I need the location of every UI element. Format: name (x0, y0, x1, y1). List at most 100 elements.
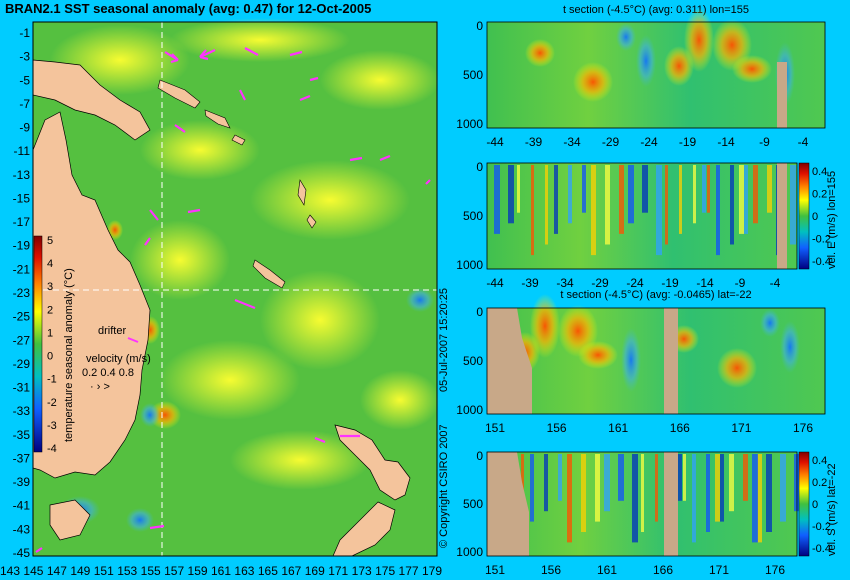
section-stripe (743, 454, 748, 501)
map-lat-tick: -45 (13, 546, 31, 560)
section-x-tick: -14 (696, 276, 714, 290)
map-lon-tick: 153 (117, 564, 137, 578)
section-panel: t section (-4.5°C) (avg: -0.0465) lat=-2… (456, 289, 826, 435)
section-x-tick: -29 (602, 135, 620, 149)
section-x-tick: -44 (486, 276, 504, 290)
section-stripe (591, 165, 596, 256)
section-stripe (752, 454, 758, 543)
map-lat-tick: -25 (13, 310, 31, 324)
section-stripe (595, 454, 600, 522)
map-colorbar-tick: 1 (47, 327, 53, 339)
section-x-tick: 156 (541, 563, 561, 577)
section-land (777, 163, 787, 269)
section-stripe (545, 165, 548, 245)
map-lat-tick: -7 (19, 97, 30, 111)
section-colorbar-tick: 0.4 (812, 166, 827, 178)
map-lon-ticks: 143 145 147 149 151 153 155 157 159 161 163 165 167 1… (0, 564, 442, 578)
section-stripe (679, 165, 682, 234)
section-colorbar-tick: -0.2 (812, 521, 831, 533)
section-stripe (683, 454, 686, 501)
section-stripe (706, 454, 710, 532)
map-lat-tick: -37 (13, 451, 31, 465)
section-stripe (530, 454, 534, 522)
section-stripe (767, 165, 772, 213)
section-title: t section (-4.5°C) (avg: -0.0465) lat=-2… (560, 289, 751, 301)
section-x-tick: -4 (770, 276, 781, 290)
section-x-tick: 151 (485, 421, 505, 435)
map-lat-tick: -11 (14, 144, 31, 158)
section-frame (486, 451, 798, 557)
section-stripe (715, 454, 720, 522)
section-x-tick: -14 (717, 135, 735, 149)
section-x-tick: -9 (735, 276, 746, 290)
section-x-tick: -29 (591, 276, 609, 290)
section-x-tick: 176 (793, 421, 813, 435)
section-colorbar-tick: -0.2 (812, 234, 831, 246)
map-lat-tick: -43 (13, 522, 31, 536)
section-x-tick: 176 (765, 563, 785, 577)
section-colorbar-tick: -0.4 (812, 256, 831, 268)
section-stripe (641, 454, 644, 532)
section-y-tick: 0 (476, 449, 483, 463)
map-colorbar-tick: -2 (47, 397, 57, 409)
section-stripe (790, 165, 796, 245)
section-stripe (554, 165, 558, 234)
section-x-tick: -39 (521, 276, 539, 290)
section-stripe (766, 454, 772, 532)
legend-velocity-values: 0.2 0.4 0.8 (82, 367, 134, 379)
map-colorbar-tick: -4 (47, 443, 57, 455)
section-stripe (508, 165, 514, 224)
drifter-arrow (199, 49, 216, 61)
sst-map (32, 18, 440, 557)
section-y-tick: 500 (463, 354, 483, 368)
drifter-arrow (289, 50, 303, 57)
map-lat-tick: -5 (19, 73, 30, 87)
map-lat-ticks: -1 -3 -5 -7 -9 -11 -13 -15 -17 -19 -21 -23 -25 -27 -29… (13, 26, 31, 560)
legend-drifter-arrow (127, 337, 139, 343)
drifter-arrow (187, 208, 201, 214)
section-x-tick: -34 (556, 276, 574, 290)
section-stripe (544, 454, 548, 512)
section-x-tick: -19 (661, 276, 679, 290)
solomon-islands (157, 79, 246, 146)
section-colorbar (798, 451, 810, 557)
section-stripe (729, 454, 734, 512)
map-lat-tick: -13 (13, 168, 31, 182)
section-land (487, 308, 532, 414)
section-stripe (720, 454, 724, 522)
section-colorbar-tick: 0 (812, 211, 818, 223)
section-anomaly (578, 341, 618, 369)
section-y-tick: 1000 (456, 117, 483, 131)
map-colorbar-ramp (33, 235, 43, 453)
drifter-arrow (244, 47, 259, 56)
map-colorbar-tick: 0 (47, 351, 53, 363)
map-lon-tick: 179 (422, 564, 442, 578)
section-land (777, 62, 787, 128)
section-land (664, 452, 678, 556)
map-lat-tick: -1 (19, 26, 30, 40)
section-stripe (558, 454, 562, 501)
section-y-tick: 0 (476, 160, 483, 174)
section-panel: 0 500 1000-44 -39 -34 -29 -24 -19 -14 -9 -4 0.4 0.2 0… (456, 160, 838, 290)
section-colorbar (798, 162, 810, 270)
map-lat-tick: -21 (13, 262, 31, 276)
section-stripe (605, 165, 610, 245)
map-colorbar-tick: 4 (47, 258, 53, 270)
tasmania-land (49, 499, 91, 541)
vanuatu (297, 179, 317, 229)
map-colorbar-tick: -1 (47, 374, 57, 386)
section-x-tick: 171 (709, 563, 729, 577)
map-lon-tick: 149 (70, 564, 90, 578)
drifter-arrow (164, 51, 179, 64)
section-x-tick: 161 (597, 563, 617, 577)
map-lon-tick: 155 (141, 564, 161, 578)
section-anomaly (616, 23, 636, 51)
section-anomaly (684, 8, 714, 72)
map-lon-tick: 157 (164, 564, 184, 578)
section-y-tick: 0 (476, 305, 483, 319)
section-stripe (707, 165, 710, 213)
map-colorbar-tick: 5 (47, 235, 53, 247)
section-anomaly (573, 62, 613, 102)
map-frame (32, 21, 438, 557)
section-stripe (692, 454, 696, 543)
